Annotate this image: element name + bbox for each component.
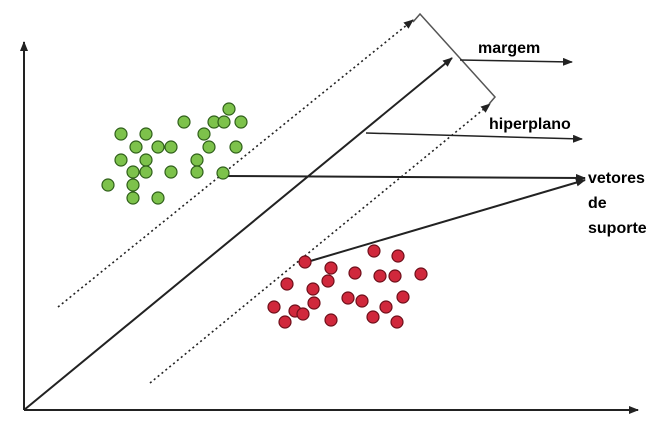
- green-class-points: [101, 102, 248, 205]
- support-vectors-label-line3: suporte: [588, 220, 647, 237]
- red-class-points: [267, 244, 428, 329]
- red-data-point: [267, 300, 281, 314]
- green-data-point: [234, 115, 248, 129]
- red-data-point: [396, 290, 410, 304]
- green-data-point: [190, 165, 204, 179]
- support-vector-arrow-green: [222, 173, 586, 182]
- green-data-point: [139, 127, 153, 141]
- margin-bracket: [412, 12, 496, 105]
- red-data-point: [280, 277, 294, 291]
- upper-margin-line: [57, 19, 414, 308]
- support-vectors-label-line2: de: [588, 195, 607, 212]
- red-data-point: [306, 282, 320, 296]
- green-data-point: [177, 115, 191, 129]
- green-data-point: [216, 166, 230, 180]
- red-data-point: [366, 310, 380, 324]
- red-data-point: [388, 269, 402, 283]
- hyperplane-line: [23, 57, 453, 411]
- green-data-point: [197, 127, 211, 141]
- green-data-point: [164, 140, 178, 154]
- green-data-point: [164, 165, 178, 179]
- margin-arrow: [459, 57, 573, 66]
- red-data-point: [321, 274, 335, 288]
- red-data-point: [278, 315, 292, 329]
- red-data-point: [296, 307, 310, 321]
- red-data-point: [379, 300, 393, 314]
- green-data-point: [217, 115, 231, 129]
- red-data-point: [414, 267, 428, 281]
- green-data-point: [139, 153, 153, 167]
- green-data-point: [190, 153, 204, 167]
- red-data-point: [324, 313, 338, 327]
- green-data-point: [129, 140, 143, 154]
- red-data-point: [373, 269, 387, 283]
- support-vectors-label-line1: vetores: [588, 170, 645, 187]
- hyperplane-label: hiperplano: [489, 116, 571, 133]
- green-data-point: [114, 153, 128, 167]
- red-data-point: [390, 315, 404, 329]
- green-data-point: [151, 140, 165, 154]
- green-data-point: [229, 140, 243, 154]
- green-data-point: [126, 178, 140, 192]
- red-data-point: [367, 244, 381, 258]
- green-data-point: [202, 140, 216, 154]
- hyperplane-arrow: [365, 132, 583, 143]
- margin-label: margem: [478, 40, 541, 57]
- green-data-point: [222, 102, 236, 116]
- red-data-point: [348, 266, 362, 280]
- lower-margin-line: [149, 103, 491, 384]
- green-data-point: [126, 165, 140, 179]
- green-data-point: [114, 127, 128, 141]
- red-data-point: [307, 296, 321, 310]
- green-data-point: [101, 178, 115, 192]
- green-data-point: [151, 191, 165, 205]
- red-data-point: [298, 255, 312, 269]
- green-data-point: [126, 191, 140, 205]
- red-data-point: [391, 249, 405, 263]
- red-data-point: [341, 291, 355, 305]
- support-vector-arrow-red: [306, 178, 586, 263]
- red-data-point: [355, 294, 369, 308]
- red-data-point: [324, 261, 338, 275]
- green-data-point: [139, 165, 153, 179]
